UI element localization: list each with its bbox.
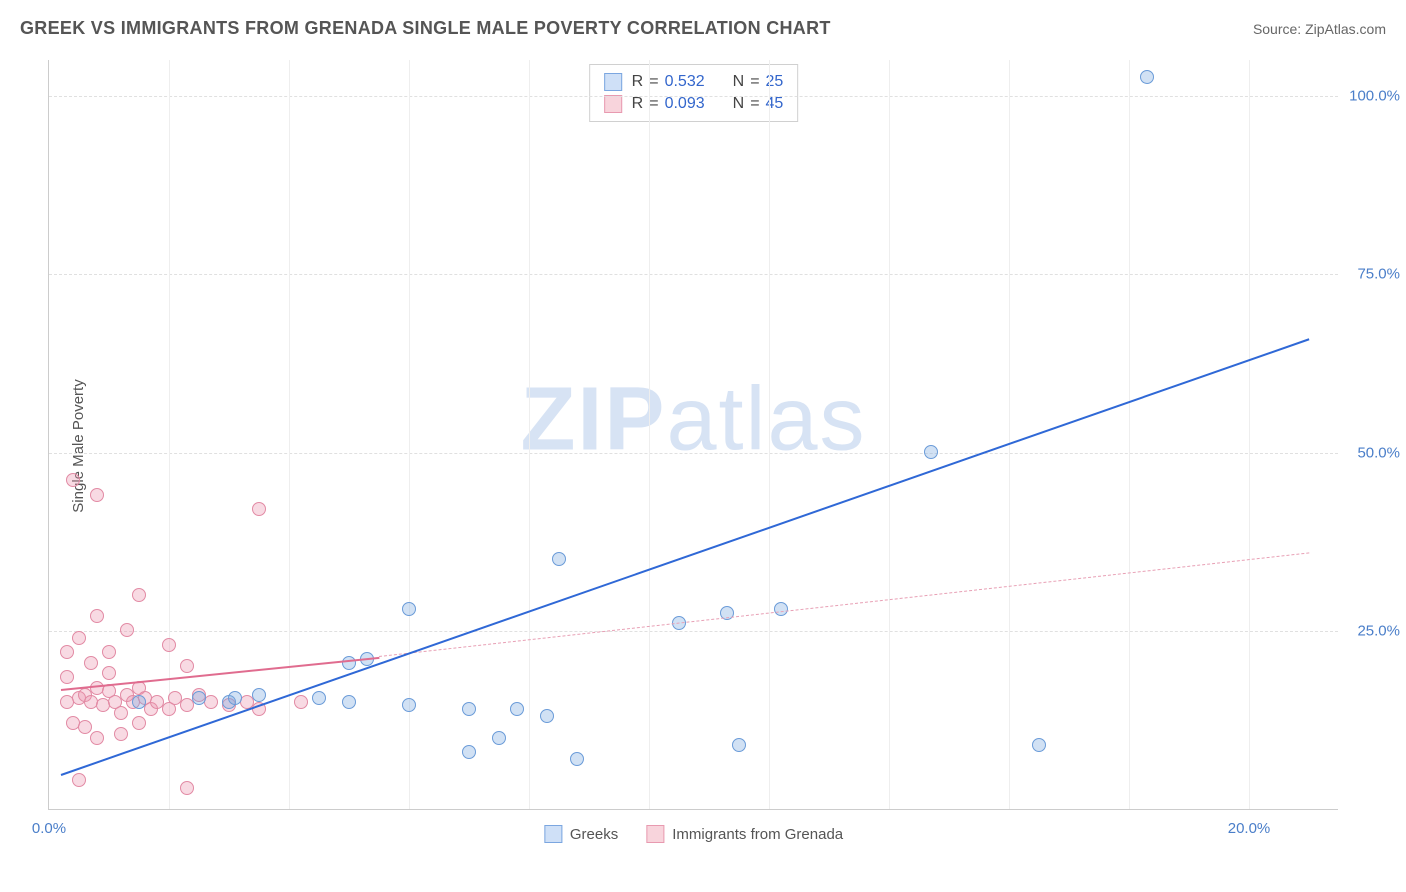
stats-n-label: N bbox=[733, 95, 745, 113]
legend-swatch bbox=[544, 825, 562, 843]
data-point-greeks bbox=[492, 731, 506, 745]
source-attribution: Source: ZipAtlas.com bbox=[1253, 21, 1386, 37]
gridline-v bbox=[889, 60, 890, 809]
data-point-grenada bbox=[294, 695, 308, 709]
data-point-grenada bbox=[90, 731, 104, 745]
data-point-greeks bbox=[252, 688, 266, 702]
gridline-v bbox=[289, 60, 290, 809]
data-point-grenada bbox=[90, 488, 104, 502]
data-point-greeks bbox=[462, 702, 476, 716]
stats-r-value: 0.532 bbox=[665, 73, 705, 91]
legend-item: Greeks bbox=[544, 825, 618, 843]
data-point-greeks bbox=[228, 691, 242, 705]
data-point-grenada bbox=[72, 631, 86, 645]
x-tick-label: 20.0% bbox=[1228, 820, 1271, 837]
data-point-greeks bbox=[132, 695, 146, 709]
y-tick-label: 50.0% bbox=[1357, 444, 1400, 461]
gridline-h bbox=[49, 96, 1338, 97]
data-point-greeks bbox=[552, 552, 566, 566]
y-tick-label: 25.0% bbox=[1357, 623, 1400, 640]
correlation-stats-box: R=0.532N=25R=0.093N=45 bbox=[589, 64, 799, 122]
stats-swatch bbox=[604, 73, 622, 91]
gridline-v bbox=[409, 60, 410, 809]
regression-line bbox=[61, 339, 1310, 777]
stats-n-label: N bbox=[733, 73, 745, 91]
data-point-greeks bbox=[402, 698, 416, 712]
data-point-grenada bbox=[102, 645, 116, 659]
legend-item: Immigrants from Grenada bbox=[646, 825, 843, 843]
regression-line bbox=[379, 553, 1309, 658]
scatter-chart: ZIPatlas R=0.532N=25R=0.093N=45 GreeksIm… bbox=[48, 60, 1338, 810]
gridline-v bbox=[529, 60, 530, 809]
stats-r-value: 0.093 bbox=[665, 95, 705, 113]
stats-r-label: R bbox=[632, 73, 644, 91]
data-point-greeks bbox=[732, 738, 746, 752]
stats-r-label: R bbox=[632, 95, 644, 113]
legend-swatch bbox=[646, 825, 664, 843]
stats-row: R=0.532N=25 bbox=[604, 71, 784, 93]
stats-eq: = bbox=[649, 95, 658, 113]
data-point-greeks bbox=[312, 691, 326, 705]
data-point-greeks bbox=[192, 691, 206, 705]
data-point-greeks bbox=[540, 709, 554, 723]
data-point-greeks bbox=[1032, 738, 1046, 752]
data-point-grenada bbox=[252, 502, 266, 516]
y-tick-label: 100.0% bbox=[1349, 87, 1400, 104]
data-point-greeks bbox=[342, 695, 356, 709]
data-point-greeks bbox=[462, 745, 476, 759]
data-point-greeks bbox=[1140, 70, 1154, 84]
legend-label: Immigrants from Grenada bbox=[672, 826, 843, 843]
data-point-grenada bbox=[162, 638, 176, 652]
data-point-grenada bbox=[60, 645, 74, 659]
data-point-grenada bbox=[132, 716, 146, 730]
stats-eq: = bbox=[649, 73, 658, 91]
data-point-greeks bbox=[924, 445, 938, 459]
data-point-grenada bbox=[180, 659, 194, 673]
gridline-v bbox=[1129, 60, 1130, 809]
stats-eq: = bbox=[750, 73, 759, 91]
data-point-greeks bbox=[570, 752, 584, 766]
data-point-grenada bbox=[72, 773, 86, 787]
data-point-grenada bbox=[66, 473, 80, 487]
gridline-h bbox=[49, 631, 1338, 632]
y-tick-label: 75.0% bbox=[1357, 266, 1400, 283]
chart-title: GREEK VS IMMIGRANTS FROM GRENADA SINGLE … bbox=[20, 18, 831, 39]
data-point-grenada bbox=[120, 623, 134, 637]
data-point-greeks bbox=[774, 602, 788, 616]
data-point-grenada bbox=[204, 695, 218, 709]
data-point-grenada bbox=[60, 670, 74, 684]
data-point-greeks bbox=[342, 656, 356, 670]
gridline-v bbox=[649, 60, 650, 809]
x-tick-label: 0.0% bbox=[32, 820, 66, 837]
gridline-v bbox=[1009, 60, 1010, 809]
data-point-greeks bbox=[402, 602, 416, 616]
data-point-grenada bbox=[132, 588, 146, 602]
series-legend: Greeks Immigrants from Grenada bbox=[544, 825, 843, 843]
data-point-grenada bbox=[180, 781, 194, 795]
gridline-h bbox=[49, 274, 1338, 275]
data-point-grenada bbox=[90, 609, 104, 623]
data-point-grenada bbox=[114, 706, 128, 720]
data-point-grenada bbox=[102, 666, 116, 680]
data-point-grenada bbox=[114, 727, 128, 741]
data-point-grenada bbox=[84, 656, 98, 670]
gridline-v bbox=[769, 60, 770, 809]
data-point-grenada bbox=[78, 720, 92, 734]
legend-label: Greeks bbox=[570, 826, 618, 843]
data-point-greeks bbox=[510, 702, 524, 716]
stats-swatch bbox=[604, 95, 622, 113]
watermark: ZIPatlas bbox=[520, 368, 866, 471]
gridline-h bbox=[49, 453, 1338, 454]
stats-eq: = bbox=[750, 95, 759, 113]
gridline-v bbox=[1249, 60, 1250, 809]
